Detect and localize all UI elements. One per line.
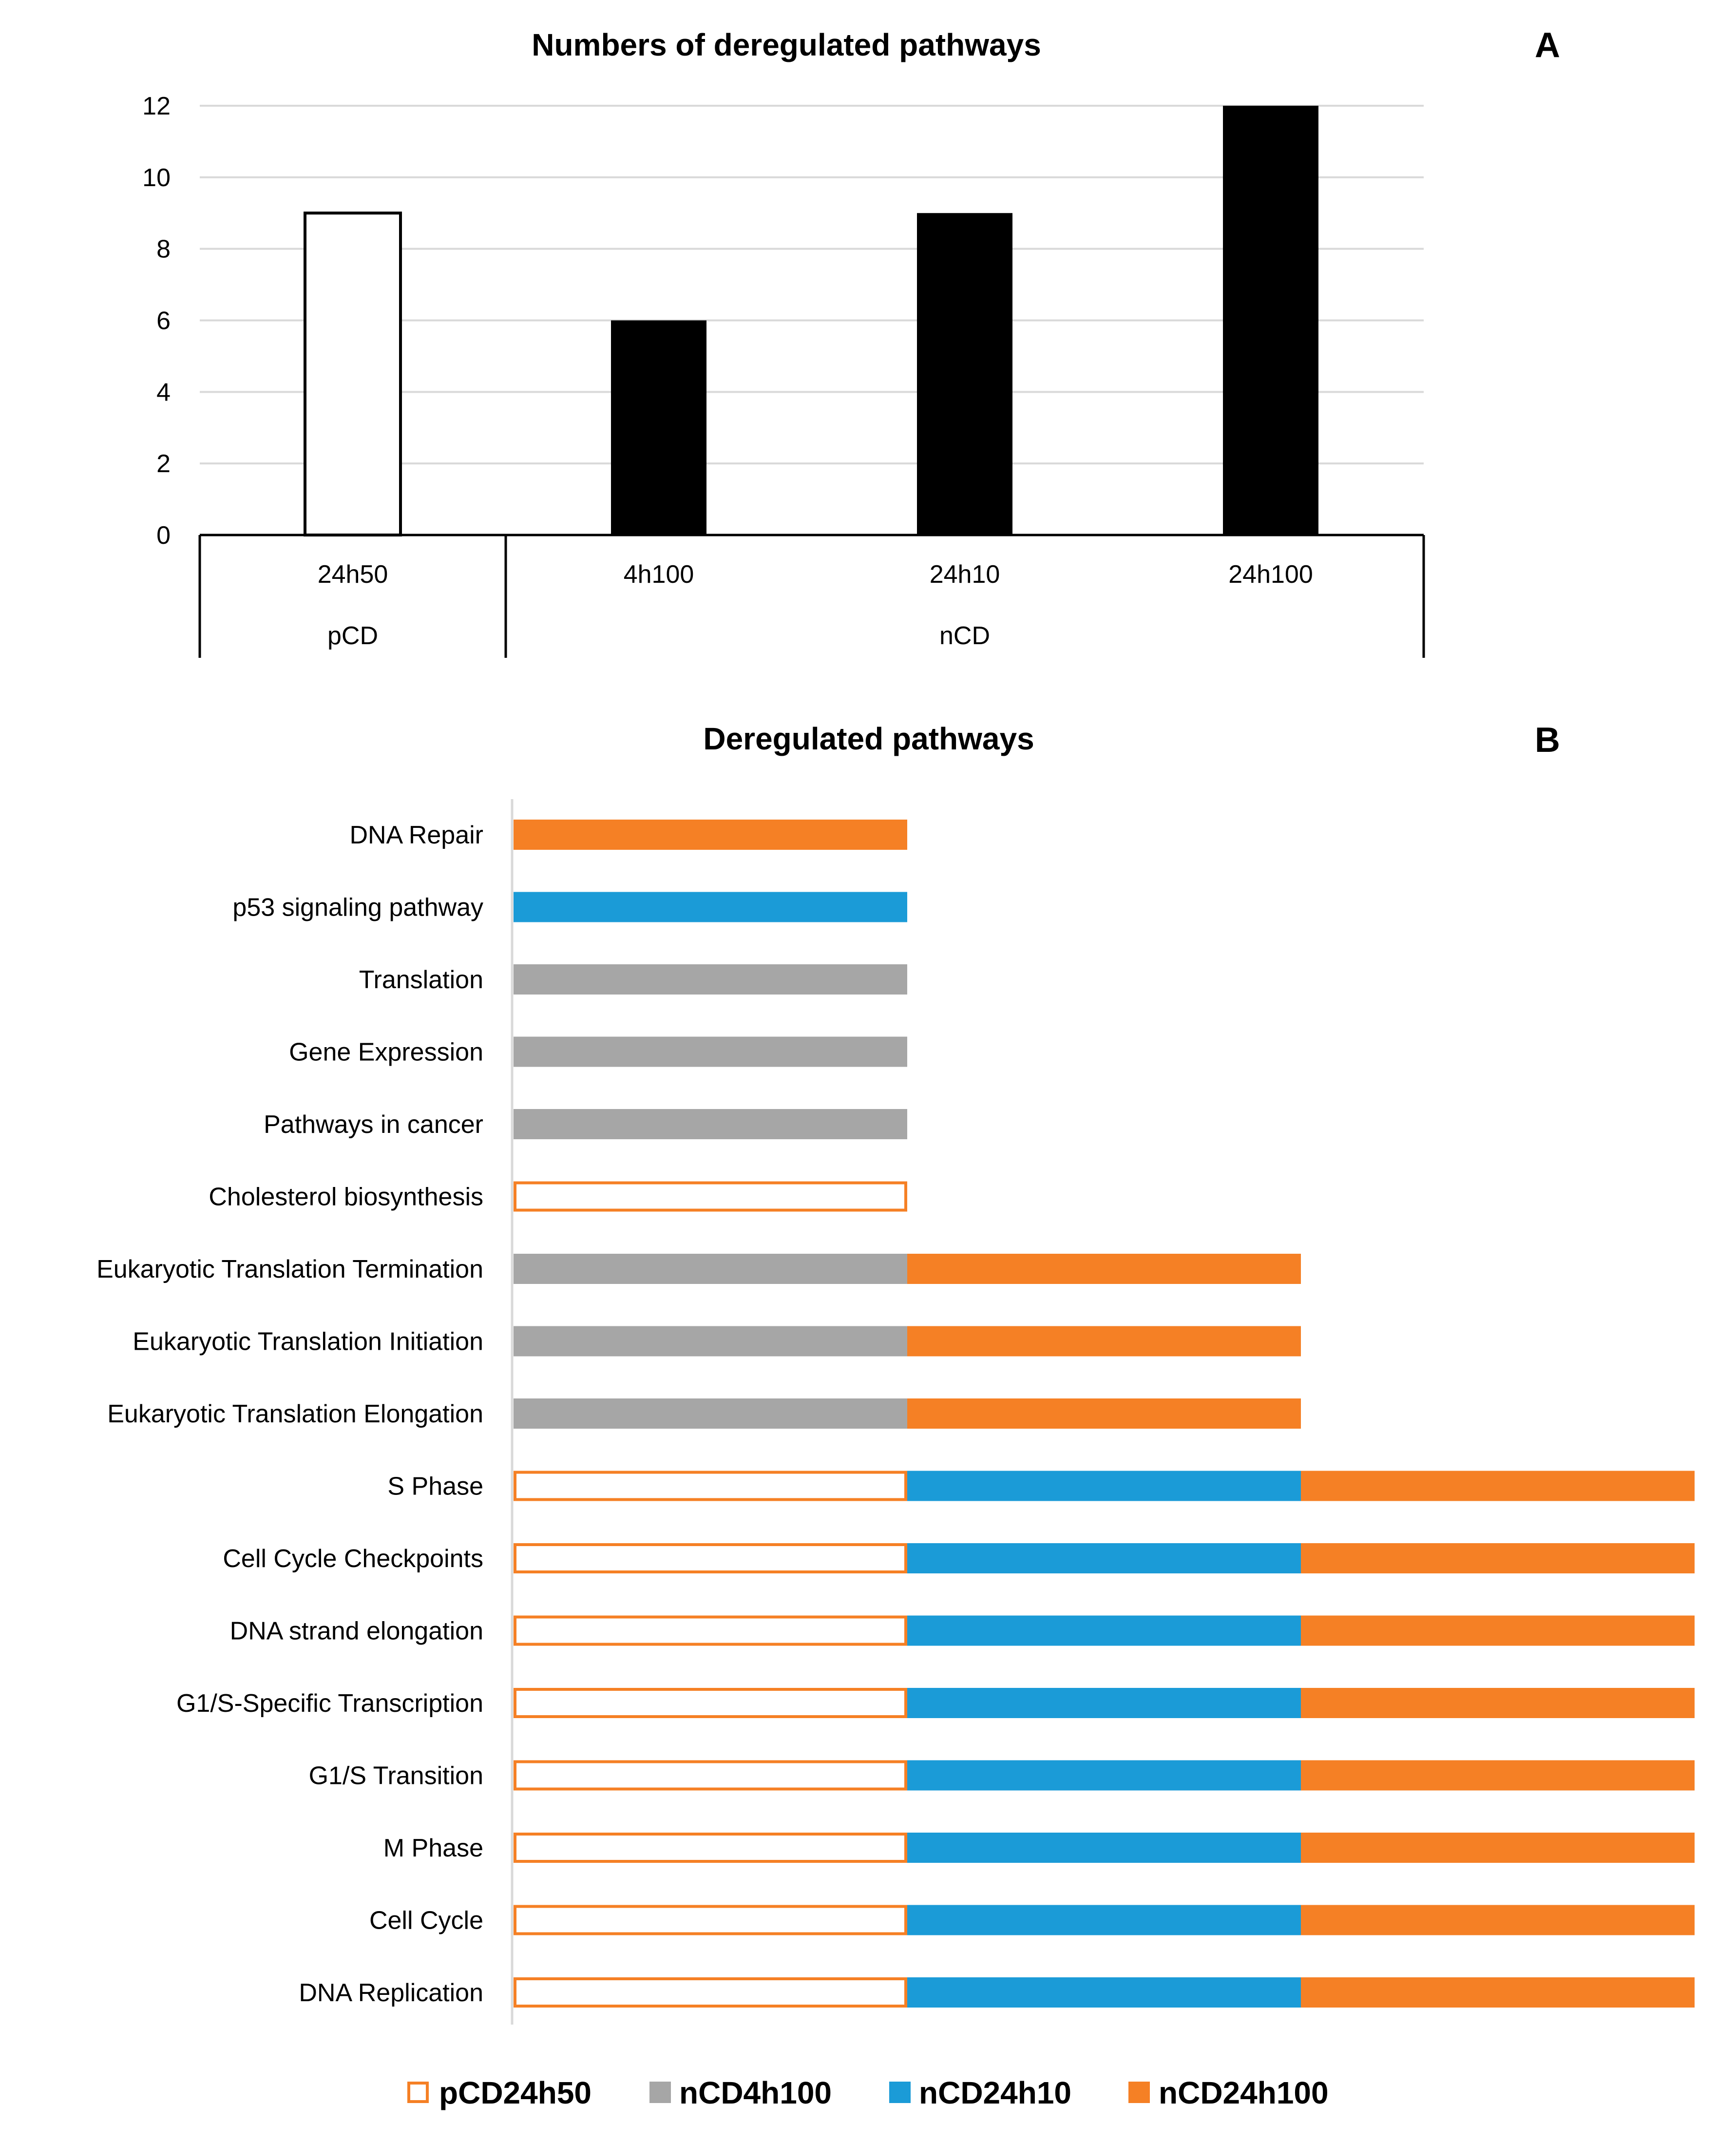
bar-segment-pcd24h50-m-phase [514,1833,907,1863]
panel-a-category-labels: 24h50 4h100 24h10 24h100 [318,560,1313,589]
bar-segment-ncd24h10-m-phase [907,1833,1301,1863]
bar-segment-ncd24h100-dna-strand-elongation [1301,1615,1695,1646]
bar-segment-ncd24h10-s-phase [907,1471,1301,1501]
y-tick-label: 2 [156,450,171,478]
panel-a-category-axis [198,534,1425,658]
pathway-label-g1-s-transition: G1/S Transition [309,1762,483,1790]
bar-segment-pcd24h50-cell-cycle [514,1905,907,1935]
bar-segment-ncd24h100-dna-repair [514,820,907,850]
pathway-label-dna-repair: DNA Repair [349,821,483,849]
pathway-label-eukaryotic-translation-elongation: Eukaryotic Translation Elongation [107,1400,483,1428]
bar-segment-ncd24h100-dna-replication [1301,1977,1695,2008]
pathway-label-pathways-in-cancer: Pathways in cancer [264,1110,483,1139]
panel-b-bars [514,820,1695,2008]
category-label-24h10: 24h10 [930,560,1000,589]
bar-segment-ncd24h10-p53-signaling-pathway [514,892,907,922]
group-label-pcd: pCD [327,622,378,650]
bar-segment-ncd24h10-cell-cycle [907,1905,1301,1935]
bar-segment-ncd24h100-eukaryotic-translation-termination [907,1254,1301,1284]
panel-b-pathway-labels: DNA Repair p53 signaling pathway Translati… [96,821,483,2007]
bar-segment-ncd24h100-g1-s-transition [1301,1760,1695,1791]
panel-b-legend: pCD24h50 nCD4h100 nCD24h10 nCD24h100 [407,2075,1329,2110]
bar-segment-ncd24h10-g1-s-transition [907,1760,1301,1791]
bar-segment-ncd24h100-eukaryotic-translation-initiation [907,1326,1301,1357]
bar-24h100 [1223,106,1318,535]
panel-a-letter: A [1535,26,1560,65]
pathway-label-p53-signaling-pathway: p53 signaling pathway [232,894,483,922]
bar-segment-pcd24h50-dna-replication [514,1977,907,2008]
bar-segment-ncd24h10-g1-s-specific-transcription [907,1688,1301,1718]
legend-label-ncd24h100: nCD24h100 [1159,2075,1329,2110]
bar-segment-ncd4h100-translation [514,964,907,995]
y-tick-label: 10 [142,164,171,192]
y-tick-label: 12 [142,92,171,120]
bar-4h100 [611,320,706,535]
pathway-label-cell-cycle: Cell Cycle [369,1907,483,1935]
legend-item-ncd24h100: nCD24h100 [1128,2075,1329,2110]
legend-swatch-ncd24h100 [1128,2082,1150,2103]
legend-item-ncd24h10: nCD24h10 [889,2075,1071,2110]
pathway-label-cell-cycle-checkpoints: Cell Cycle Checkpoints [223,1545,483,1573]
bar-segment-pcd24h50-s-phase [514,1471,907,1501]
bar-segment-pcd24h50-cholesterol-biosynthesis [514,1181,907,1212]
pathway-label-translation: Translation [359,966,483,994]
category-label-4h100: 4h100 [624,560,694,589]
category-label-24h50: 24h50 [318,560,388,589]
panel-b-letter: B [1535,721,1560,760]
bar-segment-pcd24h50-g1-s-transition [514,1760,907,1791]
legend-item-ncd4h100: nCD4h100 [649,2075,832,2110]
panel-a-bar-chart: Numbers of deregulated pathways A 0 2 4 6 8 1… [142,26,1560,658]
y-tick-label: 6 [156,307,171,335]
pathway-label-cholesterol-biosynthesis: Cholesterol biosynthesis [209,1183,483,1211]
bar-segment-ncd24h100-eukaryotic-translation-elongation [907,1398,1301,1429]
panel-a-bars [304,106,1318,536]
bar-segment-ncd4h100-eukaryotic-translation-initiation [514,1326,907,1357]
bar-segment-ncd4h100-eukaryotic-translation-termination [514,1254,907,1284]
bar-segment-pcd24h50-cell-cycle-checkpoints [514,1543,907,1573]
panel-b-stacked-bar-chart: Deregulated pathways B DNA Repair p53 sig… [96,721,1695,2025]
category-label-24h100: 24h100 [1228,560,1313,589]
panel-a-title: Numbers of deregulated pathways [532,27,1041,62]
pathway-label-s-phase: S Phase [387,1473,483,1501]
legend-label-ncd4h100: nCD4h100 [679,2075,832,2110]
bar-segment-ncd24h100-g1-s-specific-transcription [1301,1688,1695,1718]
pathway-label-eukaryotic-translation-termination: Eukaryotic Translation Termination [96,1255,483,1283]
legend-swatch-ncd24h10 [889,2082,911,2103]
bar-segment-ncd4h100-pathways-in-cancer [514,1109,907,1139]
pathway-label-m-phase: M Phase [383,1834,483,1862]
bar-segment-ncd24h10-cell-cycle-checkpoints [907,1543,1301,1573]
bar-segment-ncd4h100-eukaryotic-translation-elongation [514,1398,907,1429]
y-tick-label: 8 [156,235,171,264]
pathway-label-dna-replication: DNA Replication [299,1979,483,2007]
panel-b-title: Deregulated pathways [703,721,1034,756]
pathway-label-gene-expression: Gene Expression [289,1038,483,1067]
bar-24h50 [304,211,402,536]
bar-segment-ncd4h100-gene-expression [514,1036,907,1067]
bar-segment-ncd24h10-dna-strand-elongation [907,1615,1301,1646]
legend-item-pcd24h50: pCD24h50 [407,2075,591,2110]
bar-segment-pcd24h50-dna-strand-elongation [514,1615,907,1646]
y-tick-label: 4 [156,378,171,406]
bar-segment-pcd24h50-g1-s-specific-transcription [514,1688,907,1718]
bar-segment-ncd24h100-cell-cycle [1301,1905,1695,1935]
panel-a-group-labels: pCD nCD [327,622,990,650]
legend-swatch-pcd24h50 [407,2082,429,2103]
bar-segment-ncd24h100-cell-cycle-checkpoints [1301,1543,1695,1573]
panel-a-gridlines [200,105,1424,465]
legend-swatch-ncd4h100 [649,2082,671,2103]
y-tick-label: 0 [156,521,171,550]
group-label-ncd: nCD [939,622,990,650]
pathway-label-dna-strand-elongation: DNA strand elongation [230,1617,483,1646]
pathway-label-eukaryotic-translation-initiation: Eukaryotic Translation Initiation [133,1328,483,1356]
bar-24h10 [917,213,1012,535]
bar-segment-ncd24h10-dna-replication [907,1977,1301,2008]
bar-segment-ncd24h100-m-phase [1301,1833,1695,1863]
bar-segment-ncd24h100-s-phase [1301,1471,1695,1501]
pathway-label-g1-s-specific-transcription: G1/S-Specific Transcription [176,1689,483,1718]
legend-label-pcd24h50: pCD24h50 [439,2075,591,2110]
panel-a-y-ticks: 0 2 4 6 8 10 12 [142,92,171,550]
legend-label-ncd24h10: nCD24h10 [919,2075,1071,2110]
